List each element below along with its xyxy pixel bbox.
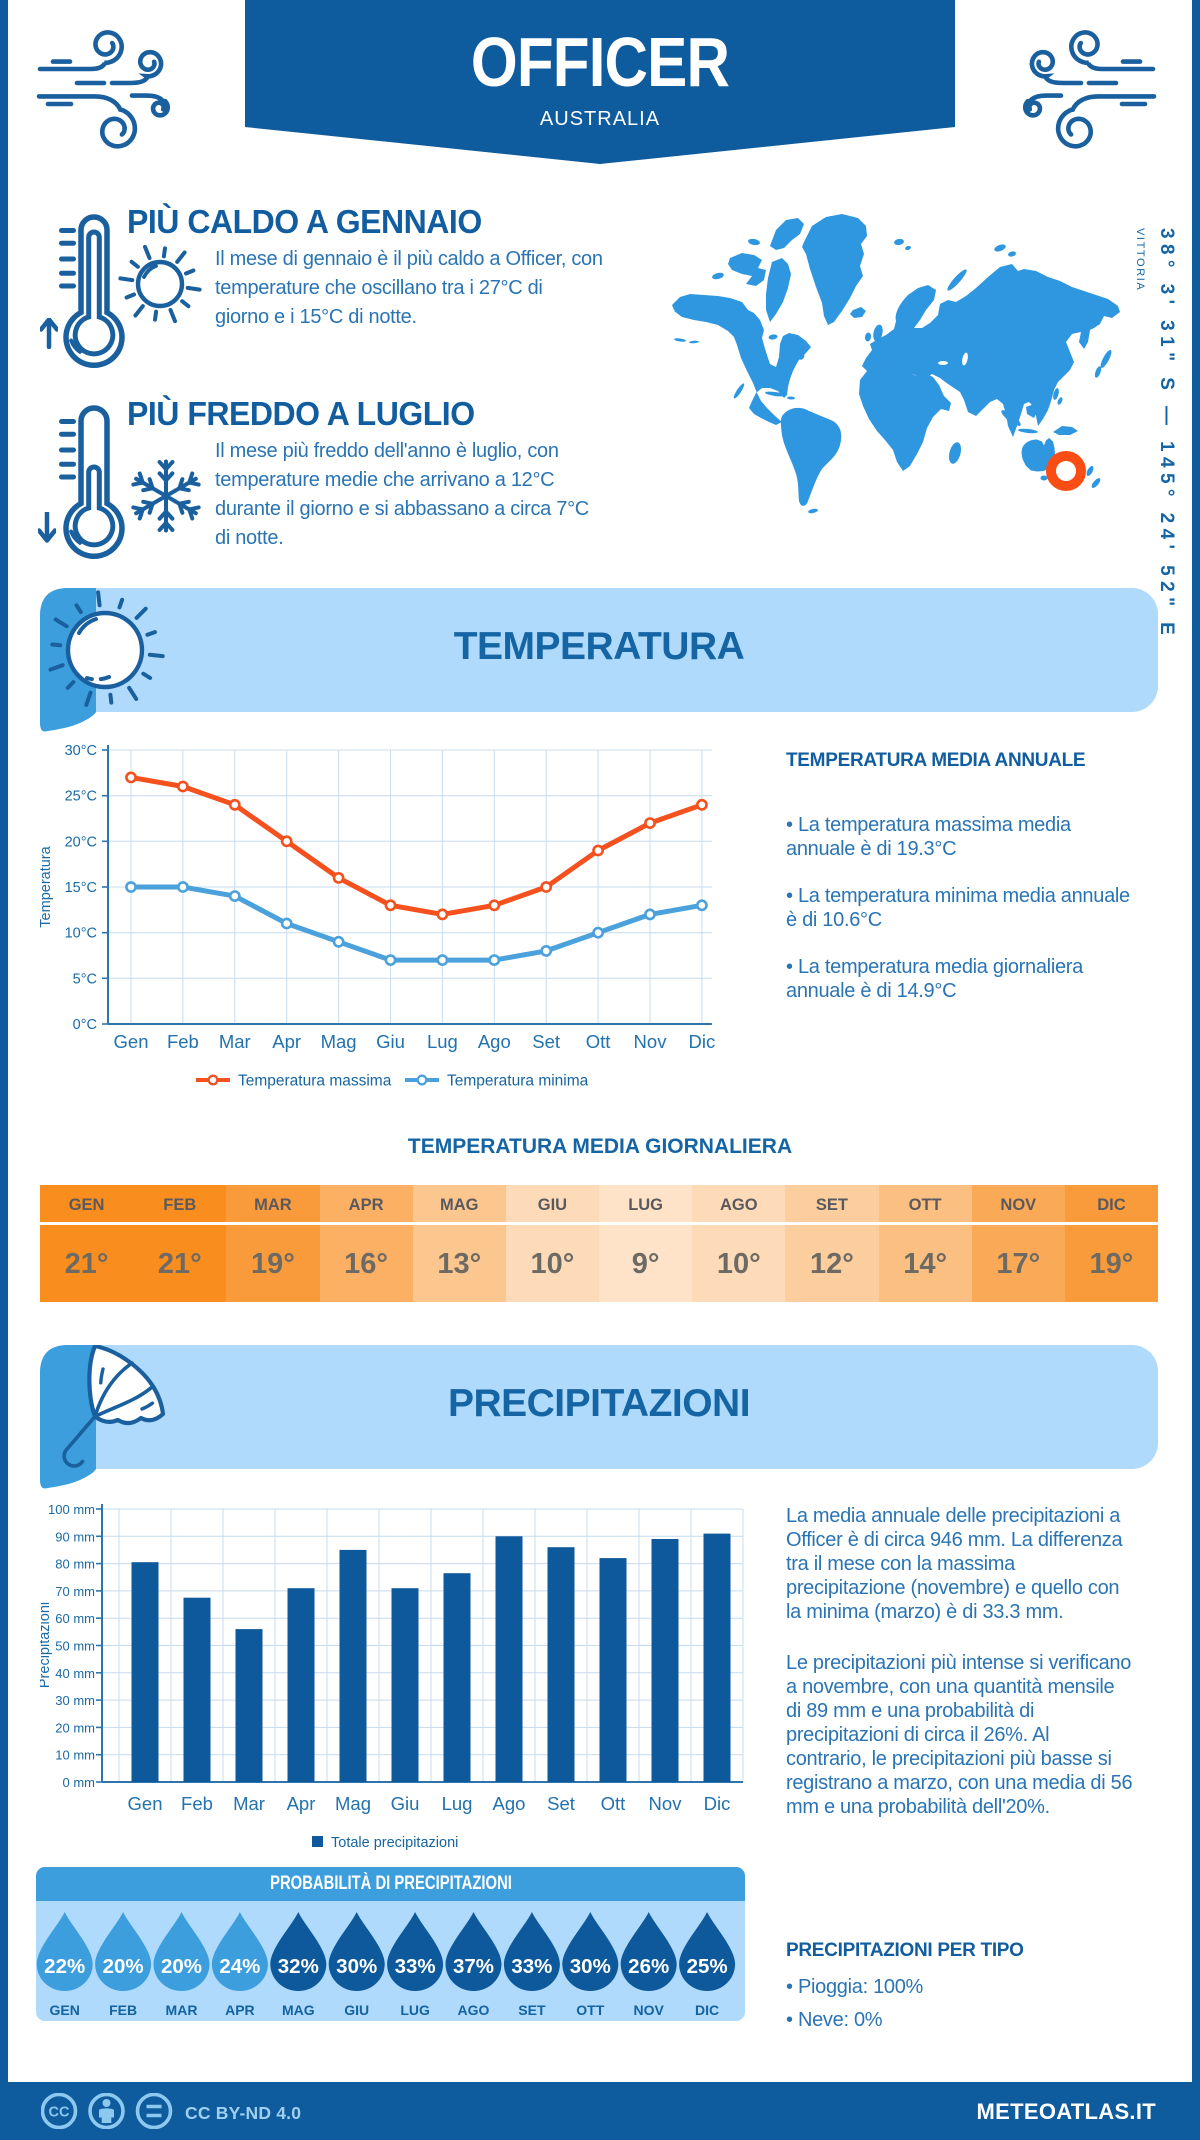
svg-text:25°C: 25°C: [65, 789, 97, 805]
svg-text:GEN: GEN: [50, 2002, 80, 2018]
svg-text:20 mm: 20 mm: [55, 1720, 95, 1735]
svg-text:Temperatura minima: Temperatura minima: [447, 1073, 589, 1090]
svg-text:22%: 22%: [44, 1955, 85, 1978]
svg-text:SET: SET: [518, 2002, 546, 2018]
svg-text:Dic: Dic: [704, 1793, 731, 1814]
svg-text:30 mm: 30 mm: [55, 1693, 95, 1708]
svg-text:APR: APR: [225, 2002, 255, 2018]
svg-text:40 mm: 40 mm: [55, 1666, 95, 1681]
svg-text:60 mm: 60 mm: [55, 1611, 95, 1626]
svg-text:Mag: Mag: [321, 1031, 357, 1052]
svg-text:10°C: 10°C: [65, 926, 97, 942]
svg-text:FEB: FEB: [109, 2002, 137, 2018]
svg-text:0 mm: 0 mm: [63, 1775, 96, 1790]
svg-text:Gen: Gen: [128, 1793, 163, 1814]
svg-text:Nov: Nov: [649, 1793, 683, 1814]
svg-text:33%: 33%: [511, 1955, 552, 1978]
svg-text:0°C: 0°C: [73, 1017, 97, 1033]
svg-text:50 mm: 50 mm: [55, 1639, 95, 1654]
svg-text:Dic: Dic: [689, 1031, 716, 1052]
svg-text:Giu: Giu: [376, 1031, 405, 1052]
svg-text:33%: 33%: [395, 1955, 436, 1978]
svg-text:30%: 30%: [570, 1955, 611, 1978]
svg-text:70 mm: 70 mm: [55, 1584, 95, 1599]
svg-text:Ott: Ott: [586, 1031, 611, 1052]
svg-text:20%: 20%: [103, 1955, 144, 1978]
svg-text:10 mm: 10 mm: [55, 1748, 95, 1763]
svg-text:Giu: Giu: [391, 1793, 420, 1814]
svg-text:MAG: MAG: [282, 2002, 315, 2018]
svg-text:CC: CC: [49, 2105, 70, 2121]
svg-text:MAR: MAR: [166, 2002, 198, 2018]
svg-text:OTT: OTT: [576, 2002, 604, 2018]
svg-text:Nov: Nov: [634, 1031, 668, 1052]
svg-text:37%: 37%: [453, 1955, 494, 1978]
svg-text:Temperatura massima: Temperatura massima: [238, 1073, 392, 1090]
svg-text:100 mm: 100 mm: [48, 1502, 95, 1517]
svg-text:Lug: Lug: [427, 1031, 458, 1052]
svg-text:15°C: 15°C: [65, 880, 97, 896]
svg-text:Feb: Feb: [181, 1793, 213, 1814]
svg-text:GIU: GIU: [344, 2002, 369, 2018]
svg-text:Precipitazioni: Precipitazioni: [40, 1602, 53, 1688]
svg-text:26%: 26%: [628, 1955, 669, 1978]
svg-text:Ott: Ott: [601, 1793, 626, 1814]
svg-text:Gen: Gen: [114, 1031, 149, 1052]
svg-text:AGO: AGO: [458, 2002, 490, 2018]
svg-text:25%: 25%: [687, 1955, 728, 1978]
svg-text:30%: 30%: [336, 1955, 377, 1978]
svg-text:80 mm: 80 mm: [55, 1557, 95, 1572]
svg-text:Ago: Ago: [478, 1031, 511, 1052]
svg-text:Ago: Ago: [493, 1793, 526, 1814]
svg-text:Mar: Mar: [219, 1031, 251, 1052]
svg-text:30°C: 30°C: [65, 743, 97, 759]
svg-text:Apr: Apr: [287, 1793, 316, 1814]
svg-text:NOV: NOV: [634, 2002, 665, 2018]
svg-text:DIC: DIC: [695, 2002, 719, 2018]
svg-text:24%: 24%: [219, 1955, 260, 1978]
svg-text:Lug: Lug: [442, 1793, 473, 1814]
svg-text:20°C: 20°C: [65, 834, 97, 850]
svg-text:32%: 32%: [278, 1955, 319, 1978]
svg-text:5°C: 5°C: [73, 971, 97, 987]
svg-text:Totale precipitazioni: Totale precipitazioni: [331, 1835, 458, 1851]
svg-text:20%: 20%: [161, 1955, 202, 1978]
svg-text:90 mm: 90 mm: [55, 1529, 95, 1544]
svg-text:LUG: LUG: [400, 2002, 430, 2018]
svg-text:Feb: Feb: [167, 1031, 199, 1052]
svg-text:Mar: Mar: [233, 1793, 265, 1814]
svg-text:Set: Set: [532, 1031, 560, 1052]
svg-text:Mag: Mag: [335, 1793, 371, 1814]
svg-text:Apr: Apr: [272, 1031, 301, 1052]
svg-text:Temperatura: Temperatura: [40, 845, 54, 927]
svg-text:Set: Set: [547, 1793, 575, 1814]
